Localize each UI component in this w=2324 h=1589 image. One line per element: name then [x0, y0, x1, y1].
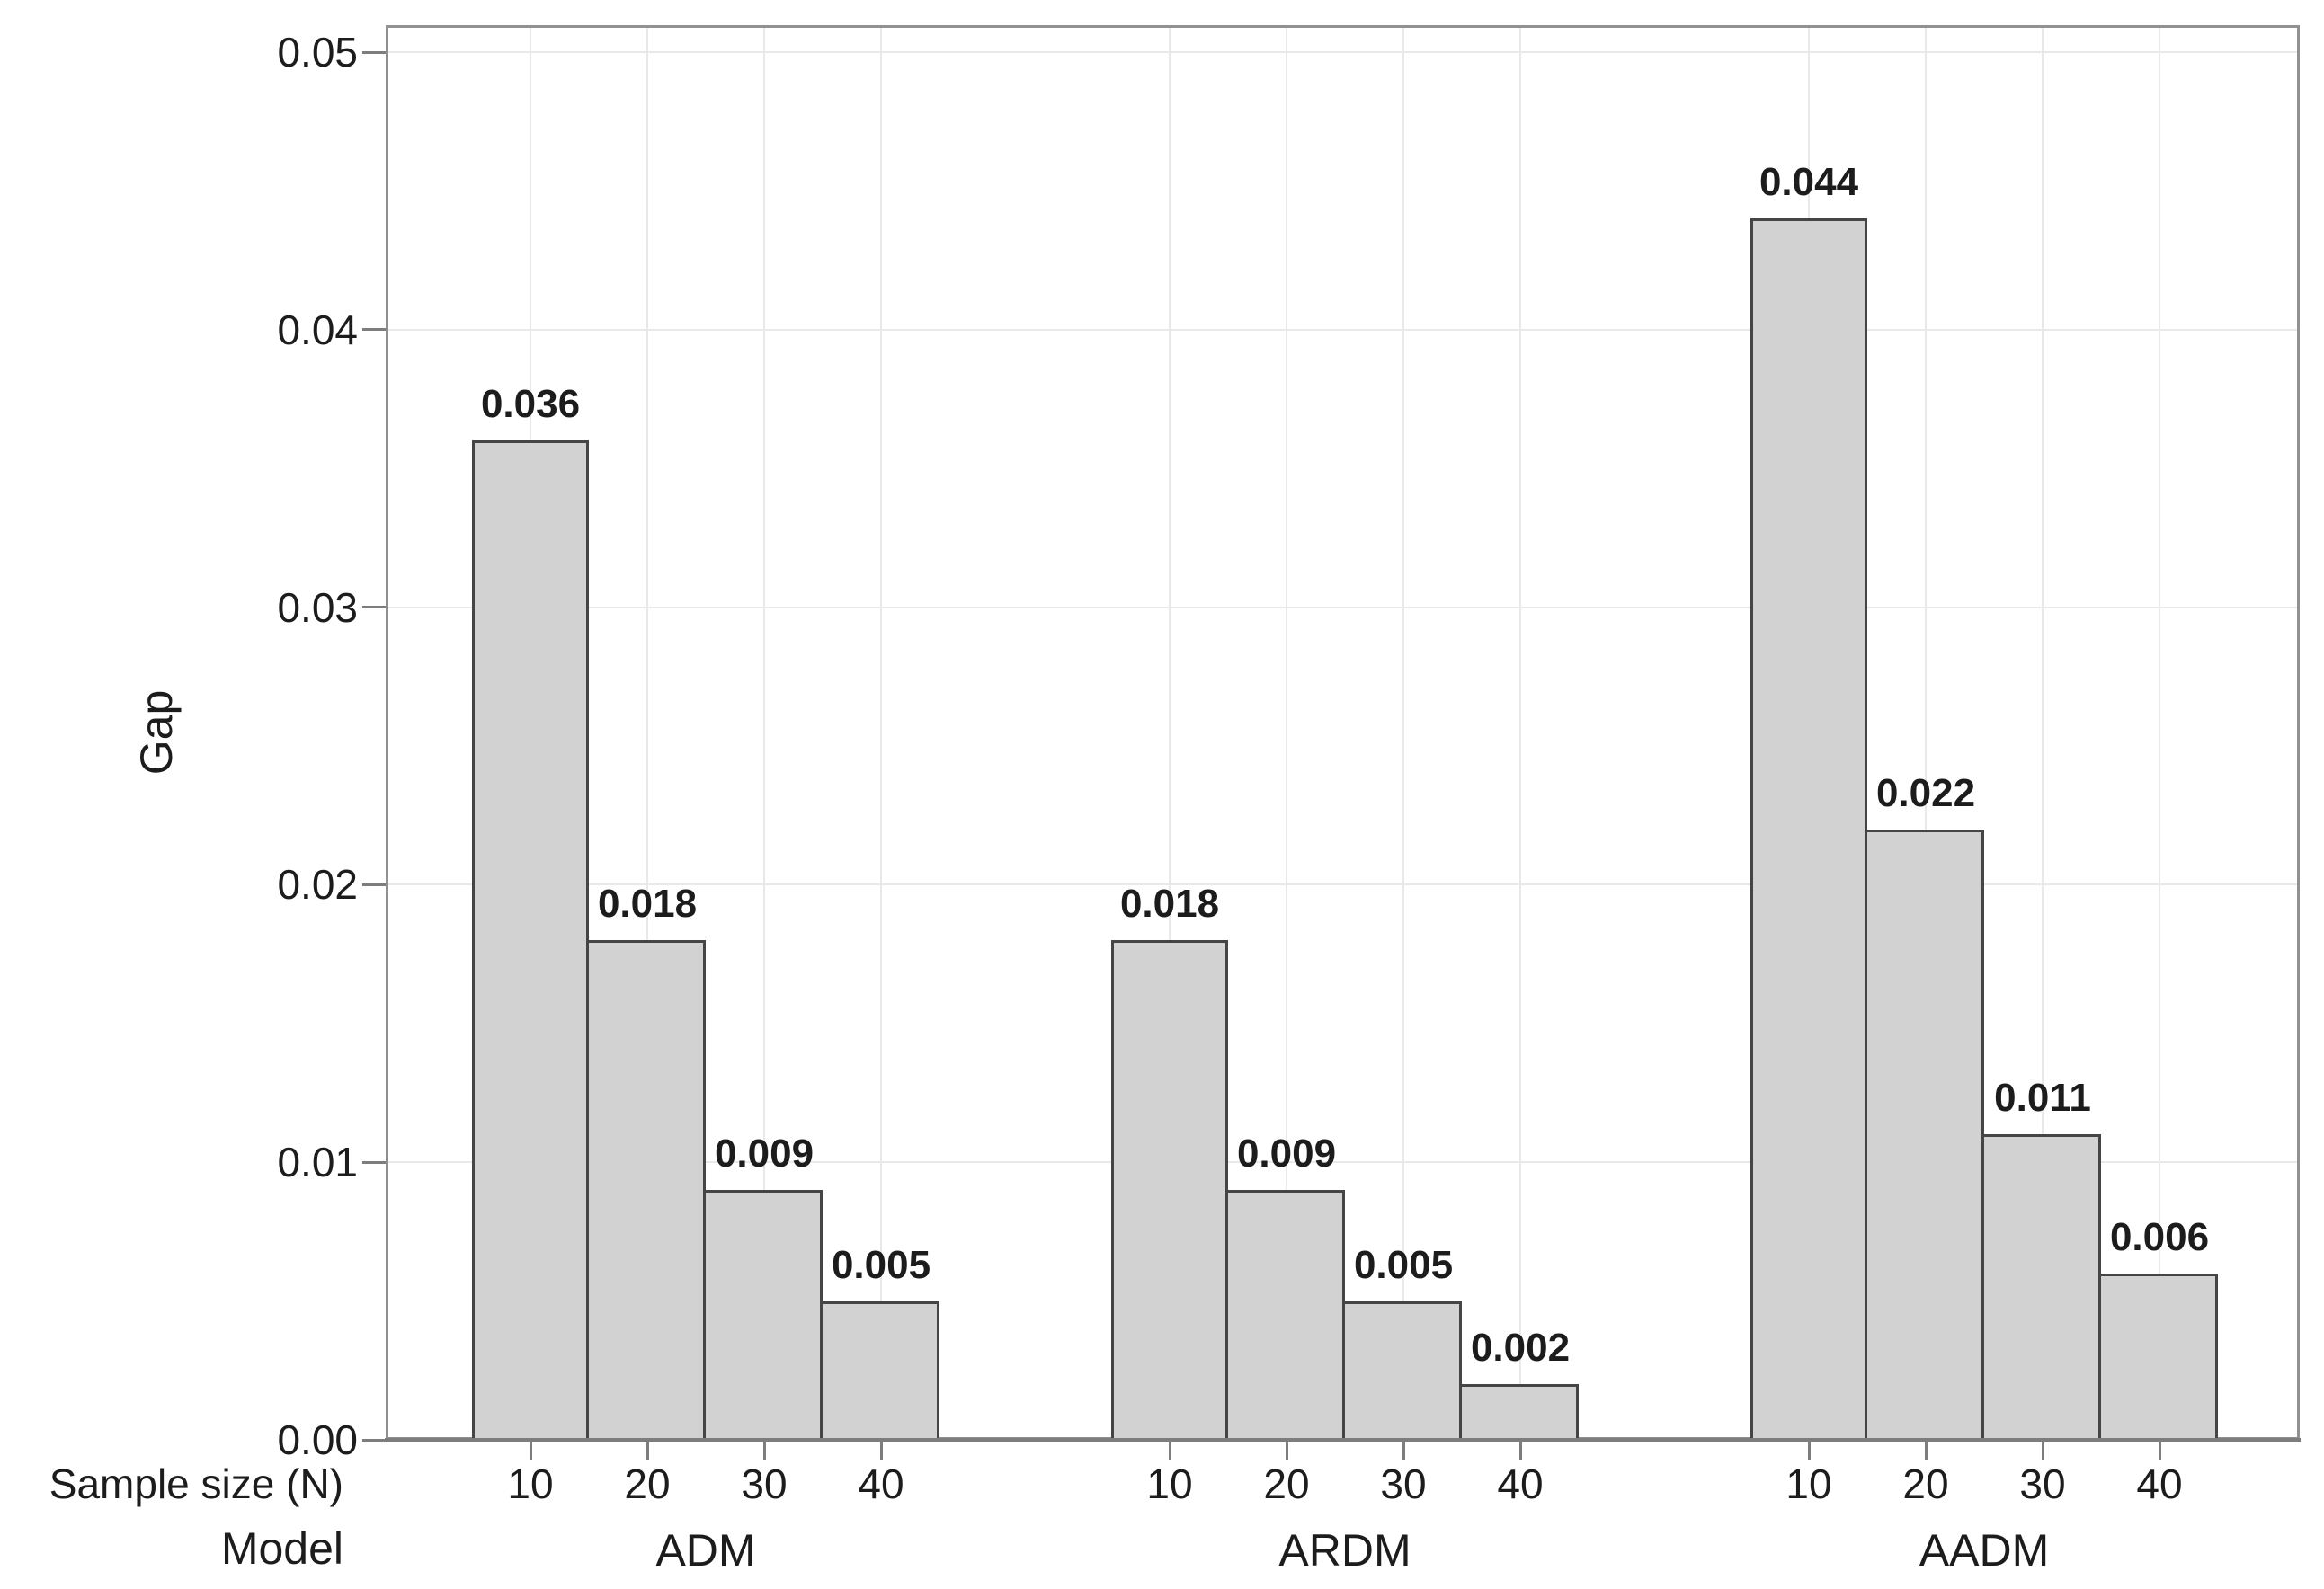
bar-value-label: 0.009	[714, 1132, 815, 1176]
x-tick-label: 40	[2136, 1460, 2183, 1507]
x-gridline	[646, 25, 648, 1440]
bar-value-label: 0.009	[1236, 1132, 1337, 1176]
y-tick-mark	[362, 883, 386, 886]
x-tick-label: 10	[507, 1460, 554, 1507]
y-gridline	[386, 328, 2300, 331]
x-tick-label: 40	[1497, 1460, 1544, 1507]
x-tick-label: 30	[1380, 1460, 1427, 1507]
x-tick-mark	[2041, 1442, 2044, 1460]
x-tick-label: 30	[741, 1460, 788, 1507]
x-tick-mark	[2158, 1442, 2161, 1460]
x-tick-mark	[879, 1442, 883, 1460]
group-label: ARDM	[1278, 1525, 1411, 1576]
x-tick-mark	[1807, 1442, 1811, 1460]
bar-value-label: 0.005	[1353, 1242, 1454, 1287]
y-tick-label: 0.01	[277, 1139, 358, 1186]
x-gridline	[2042, 25, 2044, 1440]
bar-value-label: 0.011	[1994, 1076, 2091, 1121]
bar-value-label: 0.018	[597, 882, 698, 927]
y-gridline	[386, 606, 2300, 608]
bar-value-label: 0.044	[1759, 160, 1859, 205]
x-gridline	[1402, 25, 1404, 1440]
bar	[1111, 940, 1228, 1440]
y-tick-mark	[362, 606, 386, 609]
bar	[1865, 829, 1984, 1440]
y-tick-mark	[362, 50, 386, 54]
x-tick-mark	[1518, 1442, 1522, 1460]
x-tick-label: 30	[2019, 1460, 2066, 1507]
x-tick-label: 20	[1263, 1460, 1310, 1507]
bar	[472, 440, 589, 1440]
bar	[703, 1190, 823, 1440]
x-gridline	[1169, 25, 1171, 1440]
bar-value-label: 0.005	[831, 1242, 931, 1287]
bar-value-label: 0.002	[1470, 1326, 1571, 1371]
bar	[820, 1300, 939, 1440]
bar-value-label: 0.022	[1875, 770, 1976, 815]
x-tick-label: 10	[1146, 1460, 1193, 1507]
x-tick-mark	[529, 1442, 532, 1460]
y-gridline	[386, 51, 2300, 53]
x-gridline	[1519, 25, 1521, 1440]
y-tick-label: 0.00	[277, 1416, 358, 1463]
y-tick-label: 0.04	[277, 306, 358, 353]
group-label: AADM	[1919, 1525, 2050, 1576]
x-axis-row-header-sample-size: Sample size (N)	[49, 1460, 343, 1507]
bar-value-label: 0.036	[480, 382, 581, 427]
y-tick-mark	[362, 1438, 386, 1442]
x-tick-mark	[646, 1442, 649, 1460]
x-tick-mark	[762, 1442, 766, 1460]
bar	[1981, 1134, 2101, 1440]
x-tick-mark	[1168, 1442, 1171, 1460]
y-tick-mark	[362, 328, 386, 332]
x-tick-mark	[1402, 1442, 1405, 1460]
x-gridline	[880, 25, 882, 1440]
y-tick-label: 0.02	[277, 861, 358, 909]
y-tick-label: 0.05	[277, 29, 358, 75]
group-label: ADM	[655, 1525, 756, 1576]
x-tick-mark	[1285, 1442, 1288, 1460]
x-tick-label: 20	[624, 1460, 671, 1507]
bar-value-label: 0.018	[1119, 882, 1220, 927]
x-gridline	[763, 25, 765, 1440]
bar	[1459, 1384, 1579, 1440]
y-gridline	[386, 1161, 2300, 1164]
bar	[1225, 1190, 1345, 1440]
x-axis-row-header-model: Model	[220, 1523, 343, 1574]
y-axis-title: Gap	[131, 689, 182, 776]
x-gridline	[1925, 25, 1927, 1440]
y-tick-label: 0.03	[277, 583, 358, 631]
bar-value-label: 0.006	[2109, 1214, 2210, 1259]
y-gridline	[386, 883, 2300, 886]
bar	[586, 940, 706, 1440]
x-tick-label: 20	[1902, 1460, 1949, 1507]
x-gridline	[2159, 25, 2160, 1440]
bar	[2098, 1273, 2218, 1440]
x-gridline	[1286, 25, 1287, 1440]
bar	[1750, 218, 1867, 1440]
y-tick-mark	[362, 1160, 386, 1164]
x-tick-label: 10	[1785, 1460, 1832, 1507]
bar	[1342, 1300, 1462, 1440]
x-axis-line	[385, 1438, 2301, 1442]
x-tick-mark	[1924, 1442, 1928, 1460]
x-tick-label: 40	[858, 1460, 904, 1507]
